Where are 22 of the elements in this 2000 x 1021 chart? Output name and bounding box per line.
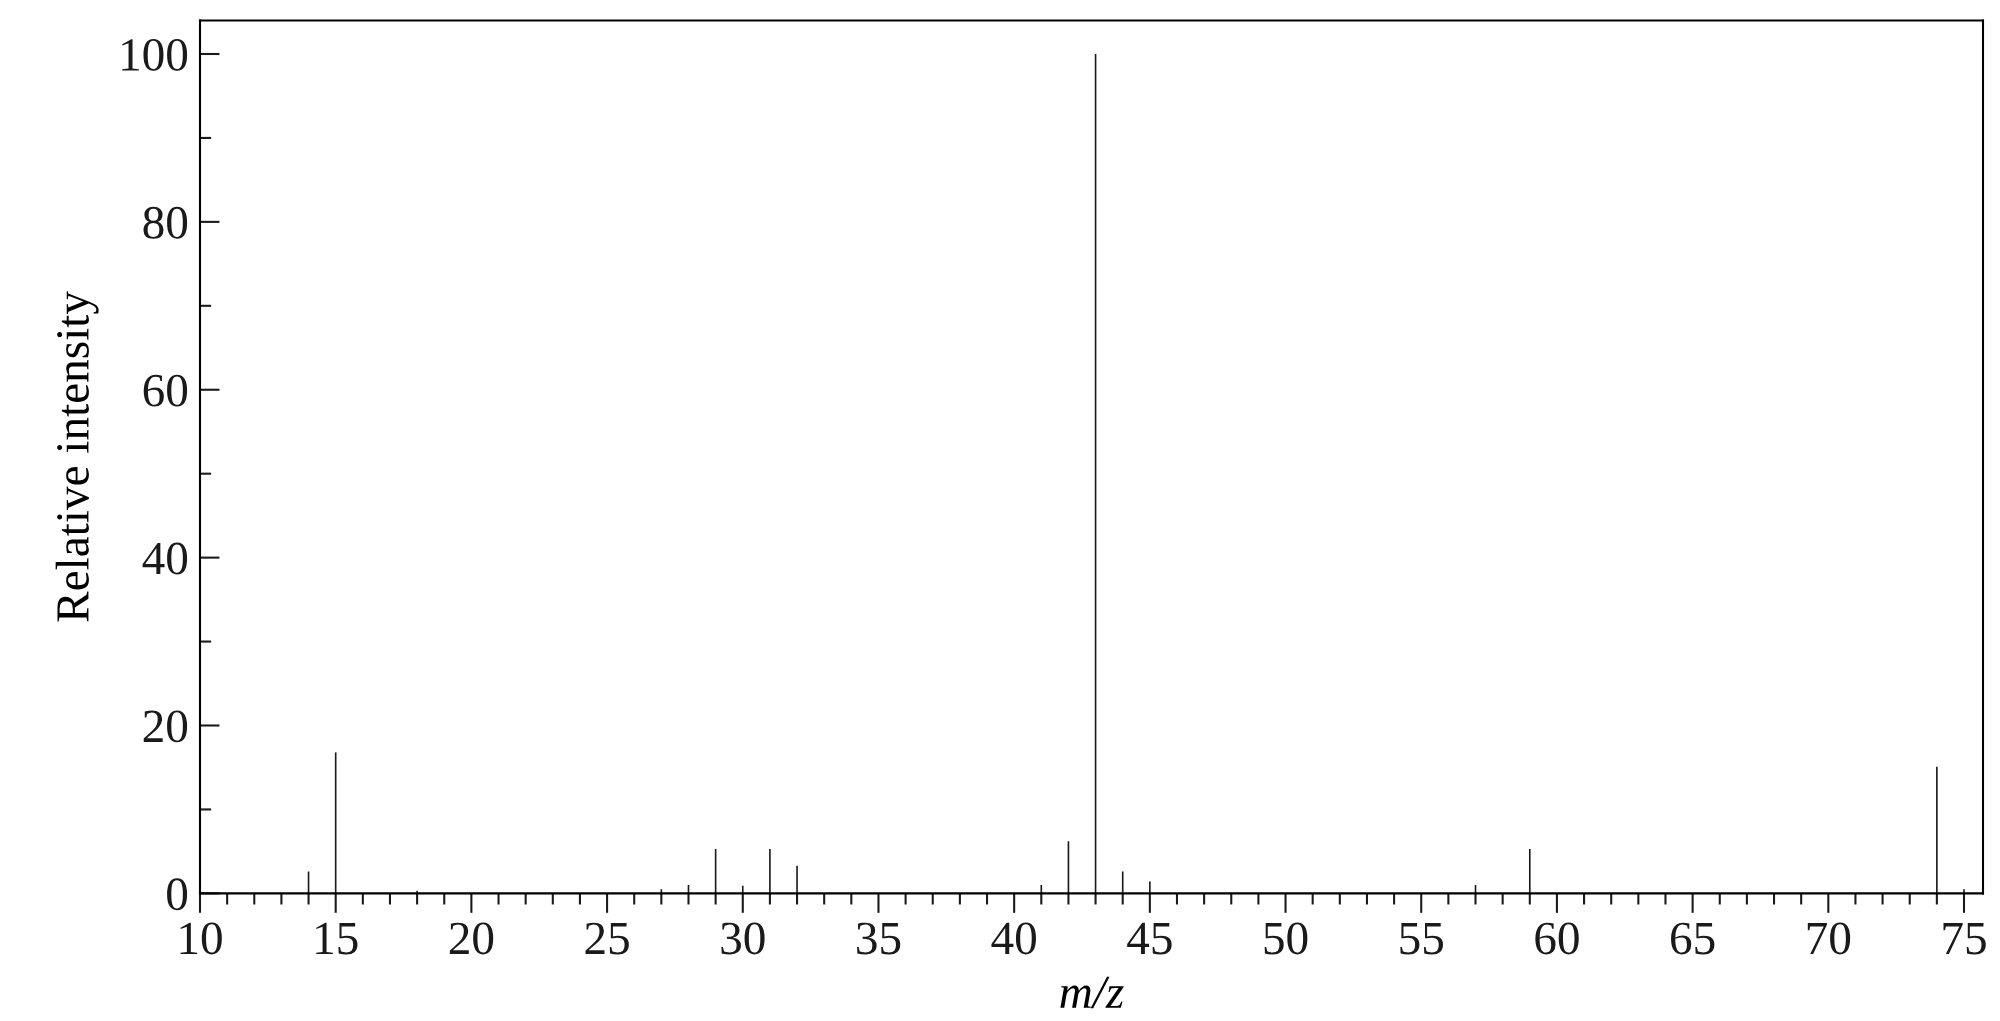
y-tick-label: 20 xyxy=(143,710,188,743)
x-tick-label: 65 xyxy=(1671,922,1715,955)
y-tick-label: 0 xyxy=(167,878,188,911)
x-tick-label: 35 xyxy=(857,922,901,955)
x-tick-label: 40 xyxy=(991,922,1036,955)
x-tick-label: 15 xyxy=(316,922,358,955)
y-tick-label: 80 xyxy=(143,206,188,239)
x-tick-label: 30 xyxy=(721,922,765,955)
y-tick-label: 60 xyxy=(143,374,188,407)
x-tick-label: 75 xyxy=(1943,923,1986,955)
x-tick-label: 70 xyxy=(1807,922,1851,955)
x-tick-label: 10 xyxy=(180,922,222,955)
y-tick-label: 100 xyxy=(122,38,188,71)
x-tick-label: 20 xyxy=(449,922,494,955)
x-tick-label: 45 xyxy=(1127,922,1172,955)
x-tick-label: 55 xyxy=(1400,923,1443,955)
x-tick-label: 50 xyxy=(1264,922,1308,955)
x-tick-label: 25 xyxy=(585,922,629,955)
y-tick-label: 40 xyxy=(142,542,188,575)
y-axis-title: Relative intensity xyxy=(55,291,99,622)
x-axis-title: m/z xyxy=(1060,976,1124,1009)
x-tick-label: 60 xyxy=(1535,922,1579,955)
